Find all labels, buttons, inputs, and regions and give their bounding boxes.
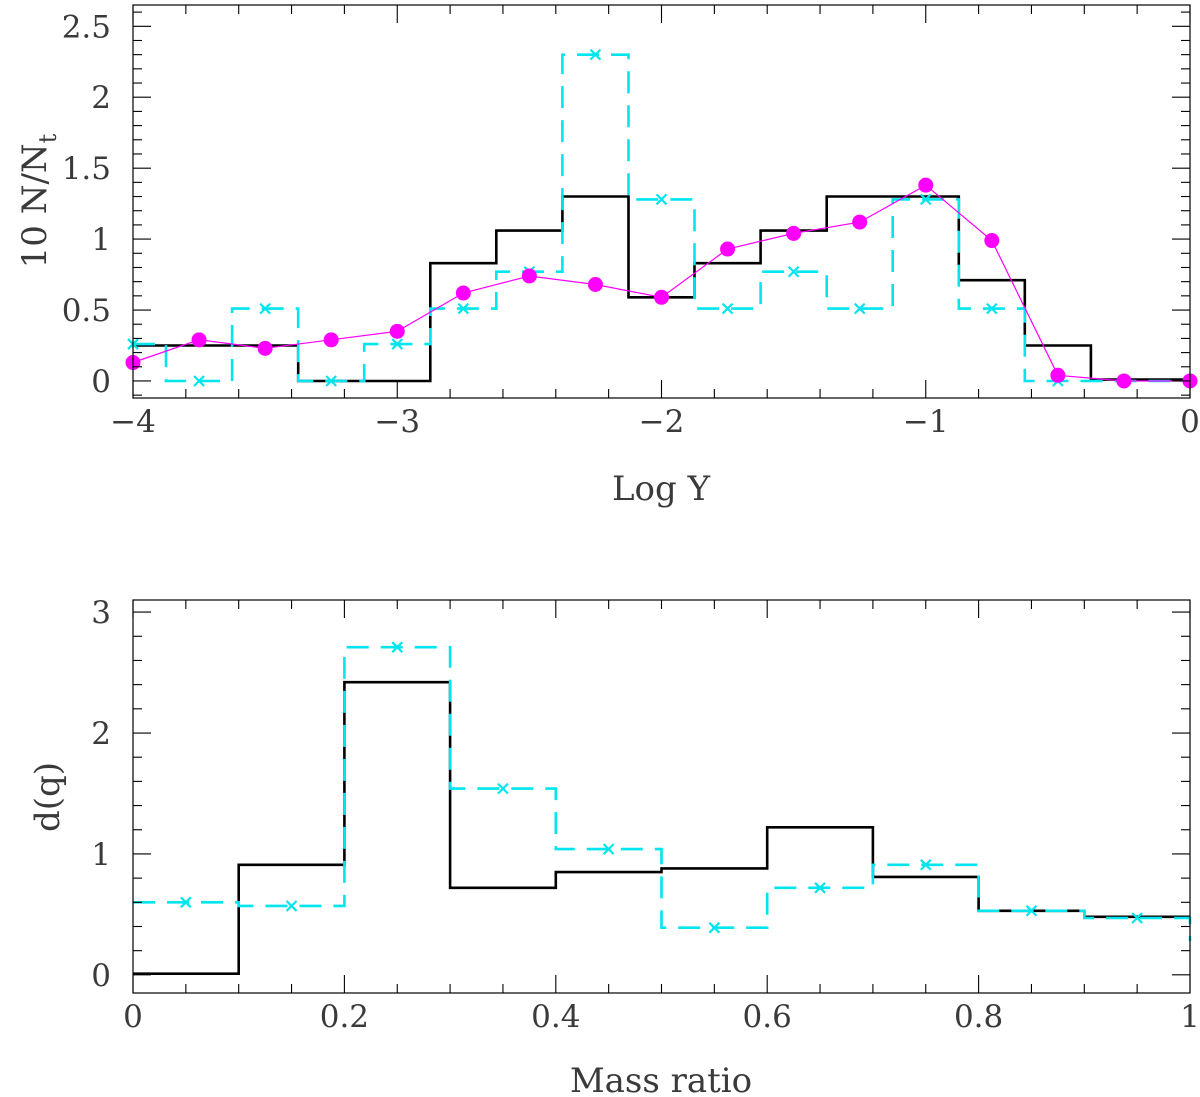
top-magenta-point: [191, 332, 207, 348]
top-x-tick-label: −2: [639, 404, 685, 440]
top-magenta-point: [654, 289, 669, 305]
bottom-axis-ticks: 0 0.2 0.4 0.6 0.8 1 0 1 2 3: [91, 595, 1200, 1035]
top-y-tick-label: 1.5: [62, 151, 111, 187]
bottom-y-tick-label: 1: [91, 837, 111, 873]
bottom-x-tick-label: 0: [123, 999, 143, 1035]
top-cyan-cross-marker: [919, 193, 932, 206]
bottom-plot-area: [133, 641, 1192, 975]
top-y-tick-label: 0: [91, 364, 111, 400]
top-magenta-point: [455, 285, 471, 301]
top-y-tick-label: 0.5: [62, 293, 111, 329]
top-magenta-point: [587, 276, 603, 292]
top-x-tick-label: −3: [374, 404, 420, 440]
bottom-black-histogram: [133, 680, 1190, 975]
top-x-tick-label: 0: [1180, 404, 1200, 440]
top-magenta-point: [720, 241, 736, 257]
top-cyan-cross-marker: [391, 338, 404, 350]
top-cyan-cross-marker: [589, 48, 602, 61]
top-panel: −4 −3 −2 −1 0 0 0.5 1 1.5 2 2.5 Log Y 10 N/Nt: [15, 4, 1200, 509]
top-cyan-cross-marker: [853, 302, 866, 315]
bottom-y-tick-label: 3: [91, 595, 111, 631]
bottom-x-tick-label: 0.4: [531, 999, 580, 1035]
top-y-axis-label: 10 N/Nt: [15, 133, 62, 268]
top-magenta-point: [984, 233, 1000, 249]
bottom-cyan-cross-marker: [285, 900, 298, 912]
bottom-x-tick-label: 0.6: [743, 999, 792, 1035]
top-magenta-point: [257, 340, 273, 356]
top-y-axis-label-subscript: t: [34, 133, 62, 143]
top-axis-ticks: −4 −3 −2 −1 0 0 0.5 1 1.5 2 2.5: [62, 5, 1200, 440]
top-magenta-point: [1050, 367, 1066, 383]
top-cyan-cross-marker: [259, 302, 271, 315]
bottom-cyan-cross-marker: [1025, 904, 1038, 917]
bottom-x-axis-label: Mass ratio: [570, 1061, 752, 1097]
top-cyan-cross-marker: [986, 302, 998, 315]
top-magenta-point: [389, 323, 405, 339]
top-cyan-cross-marker: [193, 375, 205, 387]
bottom-y-tick-label: 2: [91, 716, 111, 752]
top-plot-frame: [132, 4, 1191, 399]
top-plot-area: [125, 48, 1198, 389]
top-cyan-cross-marker: [787, 265, 800, 278]
top-y-axis-label-main: 10 N/N: [15, 143, 55, 268]
top-magenta-point: [323, 332, 339, 348]
bottom-cyan-cross-marker: [1131, 912, 1143, 924]
top-magenta-point: [918, 177, 934, 193]
top-x-axis-label: Log Y: [612, 469, 711, 509]
bottom-cyan-cross-marker: [180, 896, 192, 909]
bottom-cyan-cross-marker: [497, 782, 509, 795]
top-magenta-point: [852, 214, 868, 230]
bottom-cyan-histogram: [133, 645, 1192, 941]
top-cyan-cross-marker: [457, 302, 470, 315]
bottom-cyan-cross-marker: [391, 641, 404, 653]
top-y-tick-label: 1: [91, 222, 111, 258]
top-x-tick-label: −4: [110, 404, 156, 440]
bottom-cyan-cross-marker: [602, 843, 615, 855]
top-cyan-cross-marker: [655, 193, 668, 206]
top-y-tick-label: 2.5: [62, 9, 111, 45]
top-magenta-point: [1116, 373, 1132, 389]
top-y-tick-label: 2: [91, 80, 111, 116]
bottom-cyan-cross-marker: [814, 882, 826, 894]
bottom-plot-frame: [132, 599, 1191, 994]
bottom-x-tick-label: 1: [1180, 999, 1200, 1035]
top-magenta-line: [132, 184, 1190, 382]
bottom-cyan-cross-marker: [919, 859, 932, 871]
top-cyan-histogram: [133, 53, 1190, 383]
top-cyan-cross-marker: [325, 375, 337, 387]
top-cyan-cross-marker: [721, 302, 734, 315]
top-black-histogram: [133, 195, 1190, 383]
bottom-x-tick-label: 0.8: [954, 999, 1003, 1035]
bottom-y-tick-label: 0: [91, 958, 111, 994]
top-magenta-point: [521, 268, 537, 284]
bottom-cyan-cross-marker: [708, 921, 721, 934]
top-x-tick-label: −1: [903, 404, 949, 440]
bottom-panel: 0 0.2 0.4 0.6 0.8 1 0 1 2 3 Mass ratio d(q): [28, 595, 1200, 1097]
top-magenta-point: [786, 225, 802, 241]
bottom-y-axis-label: d(q): [28, 762, 68, 832]
bottom-x-tick-label: 0.2: [320, 999, 369, 1035]
